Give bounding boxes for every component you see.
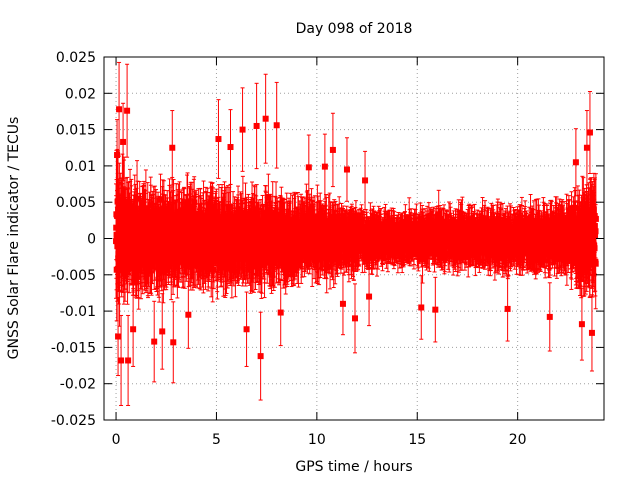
marker [157,196,164,203]
y-axis-label: GNSS Solar Flare indicator / TECUs [6,117,22,360]
x-axis-label: GPS time / hours [295,459,412,475]
data-series [113,61,599,406]
marker [120,270,127,277]
chart-title: Day 098 of 2018 [296,21,413,37]
